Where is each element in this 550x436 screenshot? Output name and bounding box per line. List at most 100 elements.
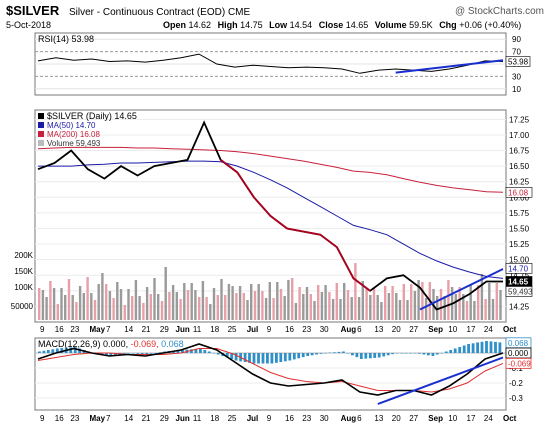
volume-bar [164, 267, 167, 320]
macd-histogram-bar [100, 353, 104, 355]
price-axis-label: 17.25 [509, 115, 530, 124]
volume-bar [447, 280, 450, 320]
macd-histogram-bar [270, 353, 274, 364]
volume-bar [190, 283, 193, 320]
volume-bar [183, 283, 186, 320]
volume-bar [257, 284, 260, 320]
volume-bar [410, 284, 413, 320]
volume-bar [157, 294, 160, 320]
macd-histogram-bar [114, 353, 117, 356]
macd-histogram-bar [123, 353, 126, 354]
macd-trendline [377, 356, 504, 405]
volume-bar [298, 287, 301, 320]
price-axis-label: 14.75 [509, 271, 530, 280]
volume-bar [291, 278, 294, 320]
macd-histogram-bar [225, 353, 229, 358]
price-axis-label: 15.25 [509, 240, 530, 249]
x-axis-label: Oct [503, 414, 517, 423]
volume-bar [201, 281, 205, 320]
rsi-last-value-box [505, 56, 531, 67]
volume-bar [246, 300, 249, 320]
volume-bar [439, 289, 443, 320]
volume-bar [495, 283, 498, 320]
macd-line [37, 343, 504, 396]
volume-bar [480, 274, 484, 320]
volume-bar [116, 282, 119, 320]
volume-bar [194, 290, 197, 320]
volume-bar [71, 295, 74, 320]
ohlc-line: Open 14.62 High 14.75 Low 14.54 Close 14… [163, 20, 521, 30]
macd-histogram-bar [181, 350, 184, 353]
macd-histogram-bar [140, 353, 144, 355]
volume-bar [52, 288, 56, 320]
macd-histogram-bar [60, 348, 64, 353]
macd-histogram-bar [391, 353, 394, 355]
volume-bar [365, 288, 368, 320]
ma200-last-tag-box [505, 187, 533, 198]
macd-histogram-bar [355, 353, 359, 358]
volume-bar [145, 287, 149, 320]
x-axis-label: 23 [302, 325, 311, 334]
volume-bar [119, 289, 123, 320]
x-axis-label: 16 [285, 325, 294, 334]
x-axis-label: 29 [160, 325, 169, 334]
macd-last-tag: -0.069 [508, 359, 531, 368]
x-axis-label: 17 [467, 325, 476, 334]
volume-bar [324, 285, 327, 320]
volume-bar [339, 299, 342, 320]
rsi-line [37, 53, 504, 74]
volume-bar [56, 304, 59, 320]
macd-histogram-bar [413, 353, 417, 354]
macd-histogram-bar [359, 353, 363, 359]
volume-bar [153, 278, 156, 320]
volume-bar [421, 282, 424, 320]
volume-bar [372, 288, 376, 320]
x-axis-label: 23 [302, 414, 311, 423]
macd-histogram-bar [261, 353, 265, 364]
x-axis-label: 9 [40, 414, 45, 423]
macd-histogram-bar [212, 353, 216, 354]
legend-swatch-ma50 [38, 122, 44, 128]
volume-bar [395, 293, 398, 320]
volume-bar [391, 286, 394, 320]
symbol: $SILVER [6, 3, 60, 18]
price-last-tag: 14.65 [508, 277, 529, 286]
x-axis-label: 13 [374, 414, 383, 423]
macd-histogram-bar [377, 353, 381, 358]
x-axis-label: 9 [267, 414, 272, 423]
volume-bar [75, 302, 78, 320]
x-axis-label: 30 [320, 325, 329, 334]
volume-bar [171, 285, 175, 320]
macd-last-tag: 0.000 [508, 349, 529, 358]
volume-bar [320, 292, 324, 320]
rsi-last-value: 53.98 [508, 58, 529, 67]
x-axis-label: May [90, 414, 106, 423]
volume-bar [261, 291, 264, 320]
macd-histogram-bar [444, 351, 448, 353]
volume-bar [149, 294, 152, 320]
volume-bar [175, 292, 178, 320]
volume-bar [499, 290, 502, 320]
volume-bar [67, 279, 71, 320]
macd-histogram-bar [131, 353, 135, 354]
price-legend: $SILVER (Daily) 14.65 MA(50) 14.70 MA(20… [38, 111, 137, 148]
macd-histogram-bar [427, 353, 430, 356]
volume-bar [369, 295, 372, 320]
macd-histogram-bar [368, 353, 372, 359]
macd-histogram-bar [42, 350, 46, 354]
volume-bar [198, 297, 201, 320]
macd-histogram-bar [248, 353, 251, 363]
ma50-last-tag: 14.70 [508, 264, 529, 273]
volume-bar [105, 284, 108, 320]
description: Silver - Continuous Contract (EOD) CME [69, 7, 251, 18]
legend-ma200: MA(200) 16.08 [47, 130, 100, 139]
macd-histogram-bar [319, 353, 323, 354]
macd-histogram-bar [158, 352, 162, 354]
volume-bar [313, 301, 316, 320]
x-axis-label: 21 [142, 325, 151, 334]
volume-bar [108, 291, 112, 320]
macd-histogram-bar [346, 353, 350, 354]
x-axis-label: 6 [357, 325, 362, 334]
x-axis-label: 14 [124, 414, 133, 423]
